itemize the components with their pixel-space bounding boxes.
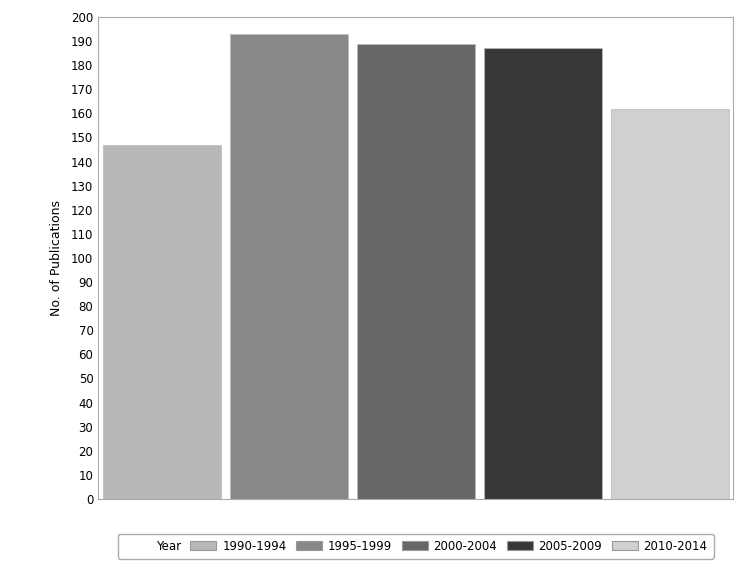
Bar [484,48,602,499]
Y-axis label: No. of Publications: No. of Publications [50,200,63,316]
Bar [357,44,475,499]
Bar [611,108,729,499]
Bar [230,34,348,499]
Legend: Year, 1990-1994, 1995-1999, 2000-2004, 2005-2009, 2010-2014: Year, 1990-1994, 1995-1999, 2000-2004, 2… [118,534,714,558]
Bar [103,145,221,499]
